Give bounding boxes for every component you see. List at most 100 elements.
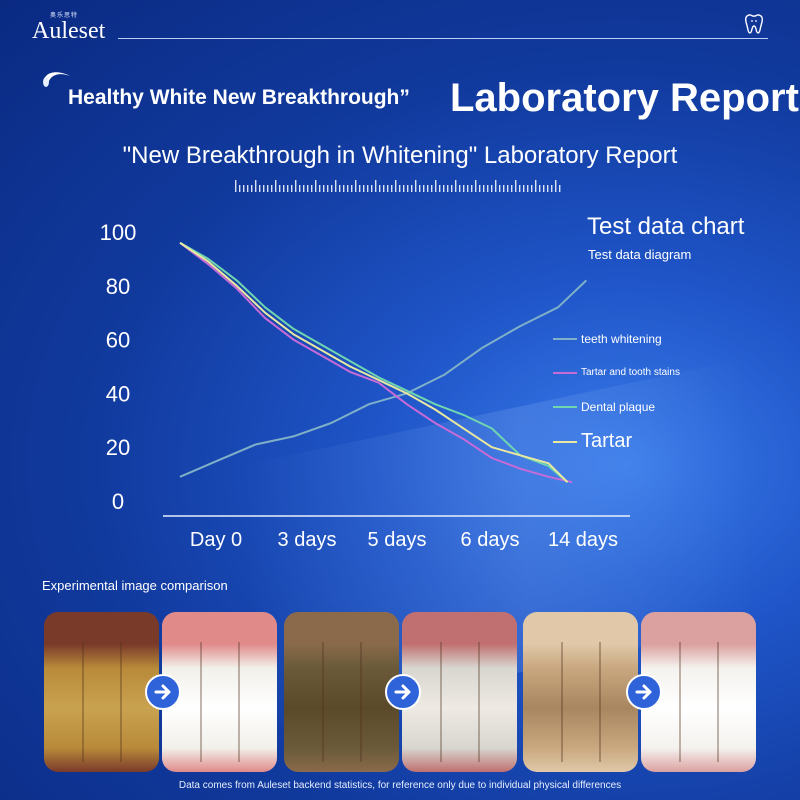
tooth-icon — [745, 14, 763, 34]
ruler-tick — [307, 185, 309, 192]
tooth-gap — [200, 642, 202, 762]
ruler-tick — [415, 180, 417, 192]
ruler-tick — [367, 185, 369, 192]
tooth-gap — [360, 642, 362, 762]
ruler-tick — [255, 180, 257, 192]
series-line-0 — [179, 279, 587, 478]
tooth-gap — [717, 642, 719, 762]
ruler-tick — [239, 185, 241, 192]
ruler-tick — [283, 185, 285, 192]
arrow-right-icon — [145, 674, 181, 710]
legend-label: Tartar — [581, 430, 633, 452]
legend-swatch — [553, 405, 577, 408]
legend-item: Dental plaque — [553, 398, 655, 416]
ruler-tick — [299, 185, 301, 192]
y-tick-label: 40 — [106, 381, 130, 406]
series-line-1 — [179, 242, 573, 484]
headline: Healthy White New Breakthrough” — [68, 86, 410, 109]
ruler-tick — [235, 180, 237, 192]
ruler-tick — [451, 185, 453, 192]
legend-swatch — [553, 337, 577, 340]
ruler-tick — [527, 185, 529, 192]
brand-logo: Auleset — [32, 18, 106, 44]
ruler-tick — [427, 185, 429, 192]
ruler-tick — [335, 180, 337, 192]
ruler-tick — [303, 185, 305, 192]
chart-subtitle: Test data diagram — [588, 247, 692, 262]
ruler-tick — [463, 185, 465, 192]
tooth-gap — [679, 642, 681, 762]
x-tick-label: 14 days — [548, 529, 618, 551]
legend-swatch — [553, 371, 577, 374]
ruler-tick — [423, 185, 425, 192]
ruler-tick — [439, 185, 441, 192]
x-tick-label: 6 days — [461, 529, 520, 551]
ruler-tick — [523, 185, 525, 192]
x-tick-label: 5 days — [368, 529, 427, 551]
tooth-gap — [561, 642, 563, 762]
ruler-tick — [311, 185, 313, 192]
ruler-tick — [243, 185, 245, 192]
report-subtitle: "New Breakthrough in Whitening" Laborato… — [122, 142, 678, 169]
tooth-gap — [440, 642, 442, 762]
ruler-tick — [383, 185, 385, 192]
legend-item: Tartar and tooth stains — [553, 364, 680, 382]
ruler-tick — [547, 185, 549, 192]
tooth-gap — [120, 642, 122, 762]
y-tick-label: 100 — [100, 220, 137, 245]
ruler-tick — [399, 185, 401, 192]
ruler-tick — [275, 180, 277, 192]
ruler-tick — [431, 185, 433, 192]
ruler-tick — [507, 185, 509, 192]
tooth-gap — [322, 642, 324, 762]
ruler-tick — [371, 185, 373, 192]
photo-before-2 — [284, 612, 399, 772]
chart-title: Test data chart — [587, 213, 745, 240]
ruler-tick — [459, 185, 461, 192]
ruler-tick — [251, 185, 253, 192]
photo-before-1 — [44, 612, 159, 772]
ruler-tick — [351, 185, 353, 192]
tooth-gap — [599, 642, 601, 762]
ruler-tick — [375, 180, 377, 192]
legend-item: teeth whitening — [553, 330, 662, 348]
ruler-tick — [295, 180, 297, 192]
comparison-label: Experimental image comparison — [42, 578, 228, 593]
report-title: Laboratory Report — [450, 76, 799, 120]
sparkle-icon — [43, 72, 70, 87]
ruler-tick — [271, 185, 273, 192]
series-line-3 — [179, 241, 569, 483]
ruler-tick — [511, 185, 513, 192]
ruler-tick — [535, 180, 537, 192]
ruler-tick — [551, 185, 553, 192]
y-tick-label: 0 — [112, 489, 124, 514]
ruler-tick — [491, 185, 493, 192]
ruler-tick — [407, 185, 409, 192]
photo-after-1 — [162, 612, 277, 772]
ruler-tick — [327, 185, 329, 192]
ruler-tick — [435, 180, 437, 192]
ruler-tick — [475, 180, 477, 192]
ruler-tick — [519, 185, 521, 192]
arrow-right-icon — [626, 674, 662, 710]
ruler-tick — [339, 185, 341, 192]
line-chart: 100 80 60 40 20 0 Day 0 3 days 5 days 6 days 14 da… — [100, 220, 630, 551]
ruler-tick — [467, 185, 469, 192]
ruler-tick — [363, 185, 365, 192]
legend-swatch — [553, 440, 577, 443]
ruler-tick — [263, 185, 265, 192]
ruler-tick — [343, 185, 345, 192]
ruler-tick — [395, 180, 397, 192]
photo-before-3 — [523, 612, 638, 772]
ruler-tick — [319, 185, 321, 192]
ruler-tick — [559, 185, 561, 192]
ruler-tick — [411, 185, 413, 192]
ruler-tick — [331, 185, 333, 192]
legend-item: Tartar — [553, 430, 632, 453]
ruler-tick — [555, 180, 557, 192]
header-divider — [118, 38, 768, 39]
ruler-tick — [487, 185, 489, 192]
ruler-tick — [323, 185, 325, 192]
y-tick-label: 80 — [106, 274, 130, 299]
ruler-tick — [495, 180, 497, 192]
